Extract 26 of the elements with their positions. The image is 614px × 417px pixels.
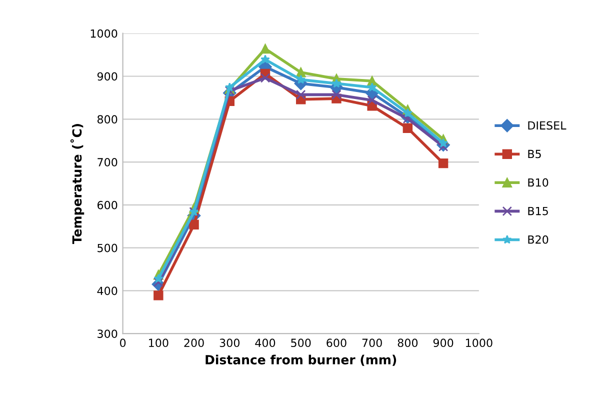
x-axis-title: Distance from burner (mm) (206, 354, 396, 366)
x-tick-label: 100 (149, 338, 168, 348)
legend-label: B10 (528, 178, 548, 187)
y-tick-label: 900 (97, 72, 118, 81)
x-tick-label: 200 (184, 338, 204, 348)
x-tick-label: 1000 (466, 338, 492, 348)
x-tick-label: 700 (362, 338, 382, 348)
y-tick-label: 500 (98, 244, 118, 252)
x-tick-label: 400 (255, 338, 276, 348)
legend-label: DIESEL (528, 121, 566, 130)
x-tick-label: 500 (291, 338, 311, 348)
y-tick-label: 1000 (90, 29, 118, 38)
y-tick-label: 800 (97, 115, 118, 124)
x-tick-label: 300 (220, 338, 240, 348)
x-tick-label: 900 (433, 338, 454, 348)
y-tick-label: 600 (98, 200, 118, 210)
x-tick-label: 600 (326, 338, 346, 348)
y-tick-label: 400 (97, 286, 118, 296)
legend-label: B5 (528, 150, 541, 158)
legend-label: B15 (528, 206, 548, 216)
x-tick-label: 0 (120, 338, 126, 348)
y-axis-title: Temperature (˚C) (70, 124, 84, 244)
x-tick-label: 800 (398, 338, 418, 348)
y-tick-label: 300 (98, 330, 118, 338)
y-tick-label: 700 (98, 158, 118, 166)
legend-label: B20 (528, 235, 548, 244)
